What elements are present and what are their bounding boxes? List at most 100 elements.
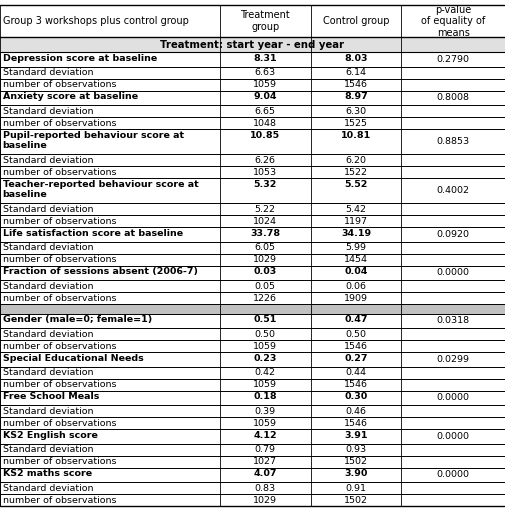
- Text: 0.0000: 0.0000: [437, 432, 470, 441]
- Text: 0.44: 0.44: [345, 368, 367, 377]
- Text: Pupil-reported behaviour score at
baseline: Pupil-reported behaviour score at baseli…: [3, 131, 184, 150]
- Text: 3.90: 3.90: [344, 469, 368, 478]
- Text: 1454: 1454: [344, 255, 368, 264]
- Text: 8.03: 8.03: [344, 53, 368, 63]
- Text: Standard deviation: Standard deviation: [3, 282, 93, 290]
- Bar: [0, 328, 505, 340]
- Text: 8.97: 8.97: [344, 92, 368, 101]
- Text: 0.51: 0.51: [254, 315, 277, 324]
- Text: KS2 English score: KS2 English score: [3, 431, 97, 439]
- Text: 0.03: 0.03: [254, 267, 277, 276]
- Text: 5.52: 5.52: [344, 180, 368, 189]
- Text: 0.93: 0.93: [345, 445, 367, 454]
- Text: 0.8853: 0.8853: [437, 137, 470, 146]
- Text: KS2 maths score: KS2 maths score: [3, 469, 91, 478]
- Text: 0.8008: 0.8008: [437, 94, 470, 102]
- Text: 6.63: 6.63: [255, 68, 276, 77]
- Text: 0.83: 0.83: [255, 484, 276, 492]
- Text: number of observations: number of observations: [3, 380, 116, 389]
- Bar: [0, 468, 505, 482]
- Text: 1059: 1059: [253, 342, 277, 351]
- Text: 0.18: 0.18: [254, 392, 277, 401]
- Text: Control group: Control group: [323, 16, 389, 26]
- Bar: [0, 391, 505, 405]
- Text: Group 3 workshops plus control group: Group 3 workshops plus control group: [3, 16, 188, 26]
- Text: 0.0318: 0.0318: [437, 317, 470, 325]
- Bar: [0, 67, 505, 79]
- Text: Standard deviation: Standard deviation: [3, 243, 93, 252]
- Bar: [0, 292, 505, 304]
- Text: 6.20: 6.20: [345, 156, 367, 164]
- Text: 1053: 1053: [253, 168, 277, 177]
- Text: Standard deviation: Standard deviation: [3, 445, 93, 454]
- Text: Depression score at baseline: Depression score at baseline: [3, 53, 157, 63]
- Text: 8.31: 8.31: [254, 53, 277, 63]
- Text: 34.19: 34.19: [341, 229, 371, 237]
- Text: 0.0000: 0.0000: [437, 470, 470, 480]
- Text: Gender (male=0; female=1): Gender (male=0; female=1): [3, 315, 152, 324]
- Text: 3.91: 3.91: [344, 431, 368, 439]
- Text: 0.4002: 0.4002: [437, 186, 470, 195]
- Text: number of observations: number of observations: [3, 119, 116, 127]
- Bar: [0, 314, 505, 328]
- Text: 0.46: 0.46: [345, 407, 367, 416]
- Text: 6.26: 6.26: [255, 156, 276, 164]
- Bar: [0, 105, 505, 117]
- Bar: [0, 253, 505, 266]
- Bar: [0, 242, 505, 253]
- Bar: [0, 494, 505, 506]
- Text: 1502: 1502: [344, 457, 368, 466]
- Bar: [0, 482, 505, 494]
- Text: 0.05: 0.05: [255, 282, 276, 290]
- Text: number of observations: number of observations: [3, 255, 116, 264]
- Text: Fraction of sessions absent (2006-7): Fraction of sessions absent (2006-7): [3, 267, 197, 276]
- Text: Standard deviation: Standard deviation: [3, 407, 93, 416]
- Text: 1502: 1502: [344, 495, 368, 505]
- Text: 1048: 1048: [253, 119, 277, 127]
- Text: 1525: 1525: [344, 119, 368, 127]
- Text: number of observations: number of observations: [3, 216, 116, 226]
- Text: Treatment
group: Treatment group: [240, 10, 290, 32]
- Text: 0.27: 0.27: [344, 354, 368, 363]
- Text: Standard deviation: Standard deviation: [3, 205, 93, 214]
- Text: Standard deviation: Standard deviation: [3, 329, 93, 339]
- Text: Standard deviation: Standard deviation: [3, 484, 93, 492]
- Text: 1197: 1197: [344, 216, 368, 226]
- Text: 1059: 1059: [253, 80, 277, 89]
- Bar: [0, 455, 505, 468]
- Text: 0.0299: 0.0299: [437, 355, 470, 364]
- Bar: [0, 444, 505, 455]
- Text: 0.23: 0.23: [254, 354, 277, 363]
- Text: number of observations: number of observations: [3, 495, 116, 505]
- Text: number of observations: number of observations: [3, 80, 116, 89]
- Text: 5.42: 5.42: [345, 205, 367, 214]
- Text: Standard deviation: Standard deviation: [3, 68, 93, 77]
- Text: 5.32: 5.32: [254, 180, 277, 189]
- Text: 1059: 1059: [253, 418, 277, 428]
- Text: Anxiety score at baseline: Anxiety score at baseline: [3, 92, 138, 101]
- Text: number of observations: number of observations: [3, 342, 116, 351]
- Text: 6.30: 6.30: [345, 106, 367, 116]
- Bar: [0, 215, 505, 227]
- Text: 0.0000: 0.0000: [437, 393, 470, 402]
- Text: Free School Meals: Free School Meals: [3, 392, 99, 401]
- Text: 1059: 1059: [253, 380, 277, 389]
- Bar: [0, 79, 505, 90]
- Text: 0.0000: 0.0000: [437, 268, 470, 278]
- Text: 0.50: 0.50: [255, 329, 276, 339]
- Text: 1029: 1029: [253, 255, 277, 264]
- Text: 33.78: 33.78: [250, 229, 280, 237]
- Text: 0.39: 0.39: [255, 407, 276, 416]
- Text: 5.22: 5.22: [255, 205, 276, 214]
- Bar: [0, 90, 505, 105]
- Text: 6.14: 6.14: [345, 68, 367, 77]
- Text: 0.50: 0.50: [345, 329, 367, 339]
- Text: 1546: 1546: [344, 80, 368, 89]
- Bar: [0, 129, 505, 154]
- Text: 5.99: 5.99: [345, 243, 367, 252]
- Text: 0.79: 0.79: [255, 445, 276, 454]
- Text: Standard deviation: Standard deviation: [3, 106, 93, 116]
- Text: 0.0920: 0.0920: [437, 230, 470, 239]
- Text: 4.07: 4.07: [254, 469, 277, 478]
- Bar: [0, 227, 505, 242]
